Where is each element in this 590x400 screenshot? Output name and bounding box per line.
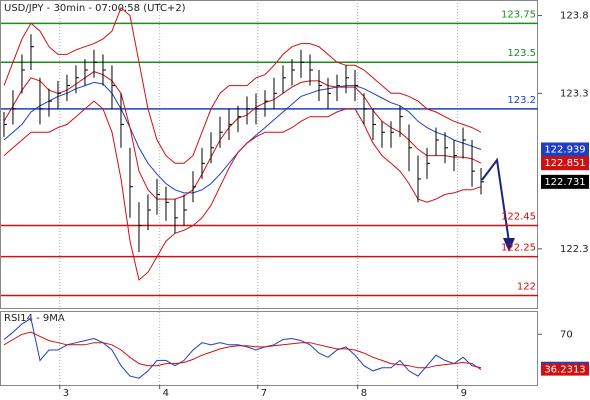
price-tag: [541, 156, 589, 171]
level-label: 123.2: [507, 95, 536, 106]
overlay-line: [3, 100, 482, 281]
y-tick-label: 70: [560, 329, 573, 340]
level-label: 122: [517, 282, 536, 293]
level-label: 122.25: [501, 243, 536, 254]
price-panel: [0, 0, 538, 309]
price-tag: [541, 174, 589, 189]
x-tick-label: 3: [63, 388, 69, 399]
price-tag-label: 122.851: [544, 158, 585, 169]
rsi-line: [3, 331, 482, 371]
y-tick-label: 123.8: [560, 11, 589, 22]
level-label: 123.5: [507, 48, 536, 59]
level-label: 122.45: [501, 212, 536, 223]
y-tick-label: 122.3: [560, 244, 589, 255]
rsi-tag-label: 36.2313: [544, 365, 585, 376]
rsi-title: RSI14 - 9MA: [4, 313, 65, 324]
price-tag-label: 122.731: [544, 177, 585, 188]
x-tick-label: 9: [461, 388, 467, 399]
y-tick-label: 123.3: [560, 88, 589, 99]
rsi-panel: [0, 311, 538, 386]
chart-title: USD/JPY - 30min - 07:00:58 (UTC+2): [4, 3, 186, 14]
x-tick-label: 8: [361, 388, 367, 399]
x-tick-label: 7: [261, 388, 267, 399]
level-label: 123.75: [501, 9, 536, 20]
price-tag-label: 122.939: [544, 144, 585, 155]
forecast-arrow: [481, 157, 510, 243]
arrow-head: [503, 238, 515, 252]
x-tick-label: 4: [163, 388, 169, 399]
overlay-line: [3, 6, 482, 164]
overlay-line: [3, 71, 482, 200]
price-tag: [541, 142, 589, 157]
rsi-tag: [541, 363, 589, 376]
